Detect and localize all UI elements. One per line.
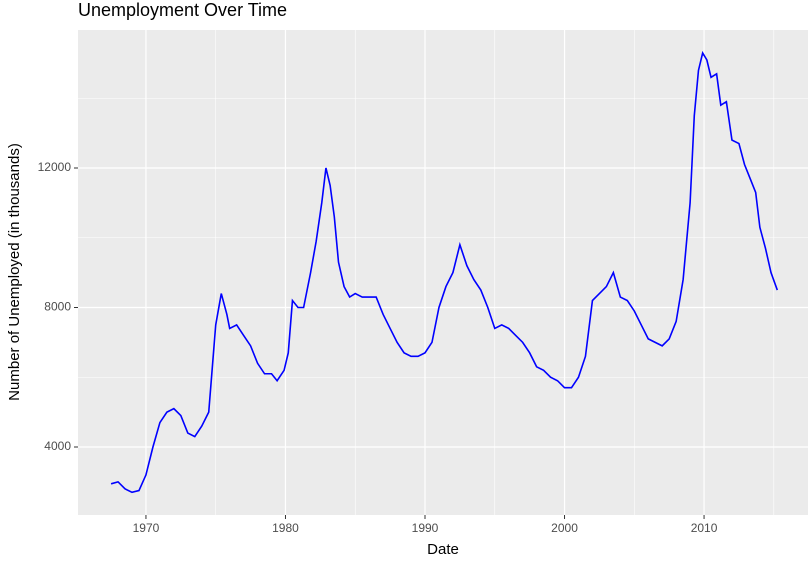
y-tick-label: 12000 [38,160,72,174]
chart-title: Unemployment Over Time [78,0,287,20]
y-tick-label: 4000 [44,439,71,453]
y-tick-label: 8000 [44,300,71,314]
panel [78,30,808,515]
x-tick-label: 2000 [551,521,578,535]
x-tick-label: 1970 [133,521,160,535]
x-tick-label: 1980 [272,521,299,535]
x-tick-label: 1990 [412,521,439,535]
y-axis-label: Number of Unemployed (in thousands) [6,143,23,401]
x-axis-label: Date [427,541,459,558]
line [110,50,779,494]
x-tick-label: 2010 [691,521,718,535]
